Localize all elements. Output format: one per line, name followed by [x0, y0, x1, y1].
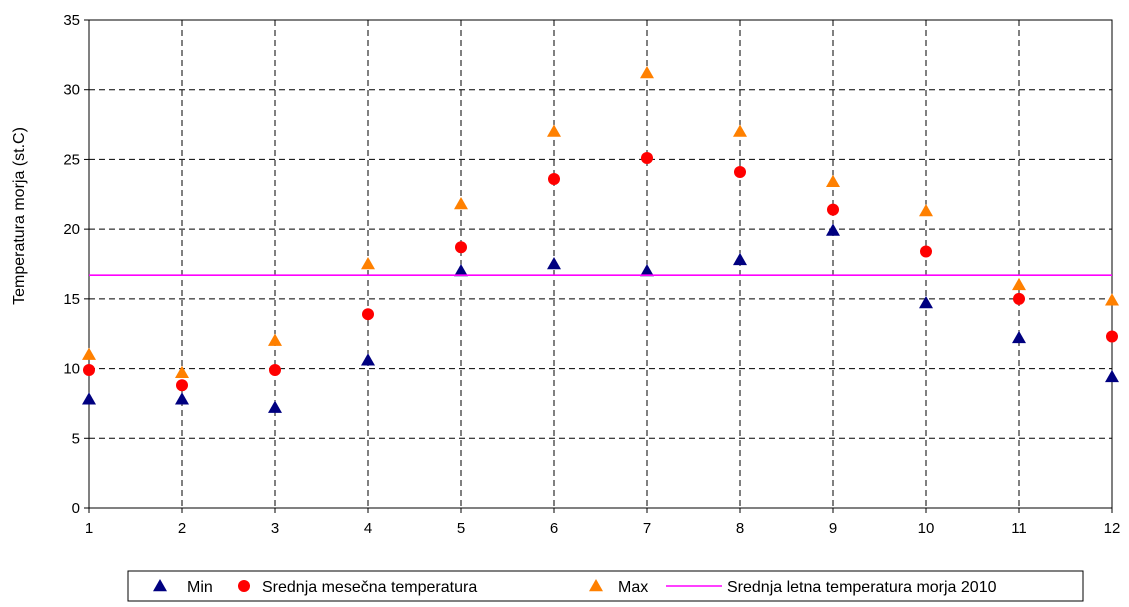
- point-max: [1012, 277, 1026, 291]
- y-tick-label: 0: [72, 500, 80, 517]
- point-min: [268, 400, 282, 413]
- point-srednja-mese-na-temperatura: [269, 363, 281, 376]
- point-max: [361, 257, 375, 270]
- legend-label-srednja-letna-temperatura-morja-2010: Srednja letna temperatura morja 2010: [727, 579, 997, 596]
- point-min: [361, 353, 375, 366]
- point-srednja-mese-na-temperatura: [920, 245, 932, 258]
- data-marks: [82, 65, 1119, 413]
- y-axis-label: Temperatura morja (st.C): [11, 127, 28, 305]
- x-tick-label: 3: [271, 520, 279, 537]
- x-tick-label: 7: [643, 520, 651, 537]
- point-min: [1105, 369, 1119, 383]
- point-srednja-mese-na-temperatura: [1106, 330, 1118, 343]
- x-tick-label: 10: [918, 520, 935, 537]
- point-srednja-mese-na-temperatura: [1013, 292, 1025, 305]
- point-max: [268, 333, 282, 346]
- y-tick-label: 5: [72, 430, 80, 447]
- point-max: [547, 124, 561, 137]
- grid: [89, 20, 1112, 508]
- point-min: [826, 223, 840, 236]
- point-max: [826, 174, 840, 187]
- x-tick-label: 11: [1011, 520, 1027, 537]
- legend-label-min: Min: [187, 579, 213, 596]
- y-tick-label: 15: [63, 291, 80, 308]
- point-srednja-mese-na-temperatura: [641, 152, 653, 165]
- point-min: [82, 392, 96, 405]
- point-max: [175, 365, 189, 379]
- point-min: [733, 252, 747, 266]
- point-max: [454, 197, 468, 210]
- point-srednja-mese-na-temperatura: [362, 308, 374, 321]
- y-tick-label: 20: [63, 221, 80, 238]
- point-min: [454, 263, 468, 277]
- x-tick-label: 12: [1104, 520, 1121, 537]
- point-srednja-mese-na-temperatura: [548, 172, 560, 185]
- x-tick-label: 4: [364, 520, 372, 537]
- point-min: [547, 257, 561, 270]
- x-tick-label: 8: [736, 520, 744, 537]
- legend-symbol-max: [589, 579, 603, 592]
- point-srednja-mese-na-temperatura: [827, 203, 839, 216]
- y-tick-label: 10: [63, 361, 80, 378]
- legend-label-srednja-mese-na-temperatura: Srednja mesečna temperatura: [262, 579, 477, 596]
- legend-box: [127, 570, 1084, 602]
- x-tick-label: 2: [178, 520, 186, 537]
- legend-symbol-min: [153, 579, 167, 592]
- legend-label-max: Max: [618, 579, 648, 596]
- legend-symbol-srednja-mese-na-temperatura: [238, 580, 250, 592]
- y-tick-label: 35: [63, 12, 80, 29]
- point-max: [82, 347, 96, 360]
- point-srednja-mese-na-temperatura: [734, 165, 746, 178]
- point-max: [733, 124, 747, 137]
- y-tick-label: 30: [63, 82, 80, 99]
- x-tick-label: 6: [550, 520, 558, 537]
- legend: Min Srednja mesečna temperatura Max Srednja…: [127, 570, 1084, 602]
- point-max: [919, 204, 933, 217]
- x-tick-label: 5: [457, 520, 465, 537]
- point-max: [640, 65, 654, 79]
- point-srednja-mese-na-temperatura: [455, 241, 467, 254]
- x-tick-label: 1: [85, 520, 93, 537]
- point-min: [1012, 330, 1026, 344]
- point-min: [175, 392, 189, 405]
- x-tick-label: 9: [829, 520, 837, 537]
- point-max: [1105, 293, 1119, 306]
- plot-area: [88, 19, 1113, 509]
- point-srednja-mese-na-temperatura: [83, 363, 95, 376]
- y-tick-label: 25: [63, 151, 80, 168]
- point-min: [640, 263, 654, 277]
- point-srednja-mese-na-temperatura: [176, 379, 188, 392]
- point-min: [919, 296, 933, 309]
